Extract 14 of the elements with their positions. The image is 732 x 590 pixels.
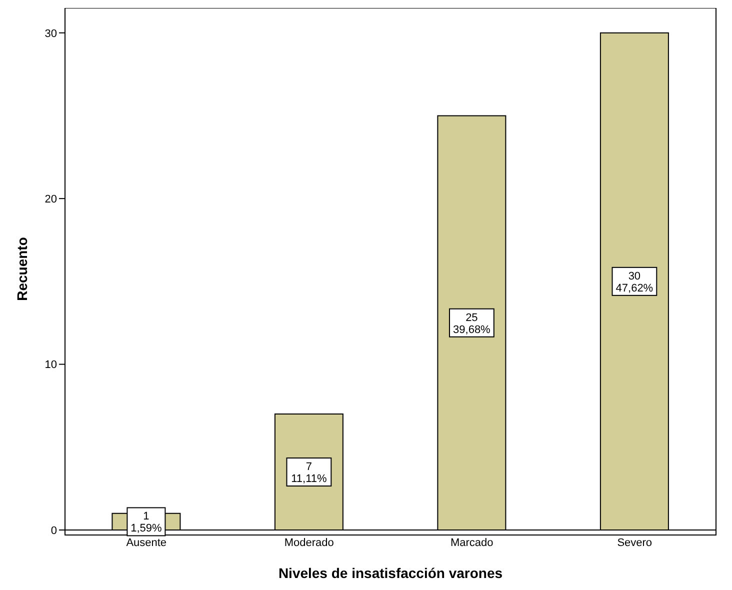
- data-label: 7 11,11%: [291, 461, 327, 485]
- y-tick-label: 10: [44, 359, 57, 372]
- y-tick-label: 0: [50, 524, 57, 537]
- x-tick-label: Moderado: [284, 536, 334, 549]
- x-tick-label: Marcado: [450, 536, 494, 549]
- x-tick-label: Severo: [617, 536, 652, 549]
- x-tick-label: Ausente: [126, 536, 167, 549]
- x-axis-title: Niveles de insatisfacción varones: [278, 565, 503, 581]
- y-axis-title: Recuento: [14, 237, 30, 301]
- data-label: 30 47,62%: [616, 270, 654, 294]
- data-label: 25 39,68%: [453, 312, 491, 336]
- y-tick-label: 20: [44, 193, 57, 206]
- data-label: 1 1,59%: [130, 510, 162, 535]
- y-tick-label: 30: [44, 28, 57, 40]
